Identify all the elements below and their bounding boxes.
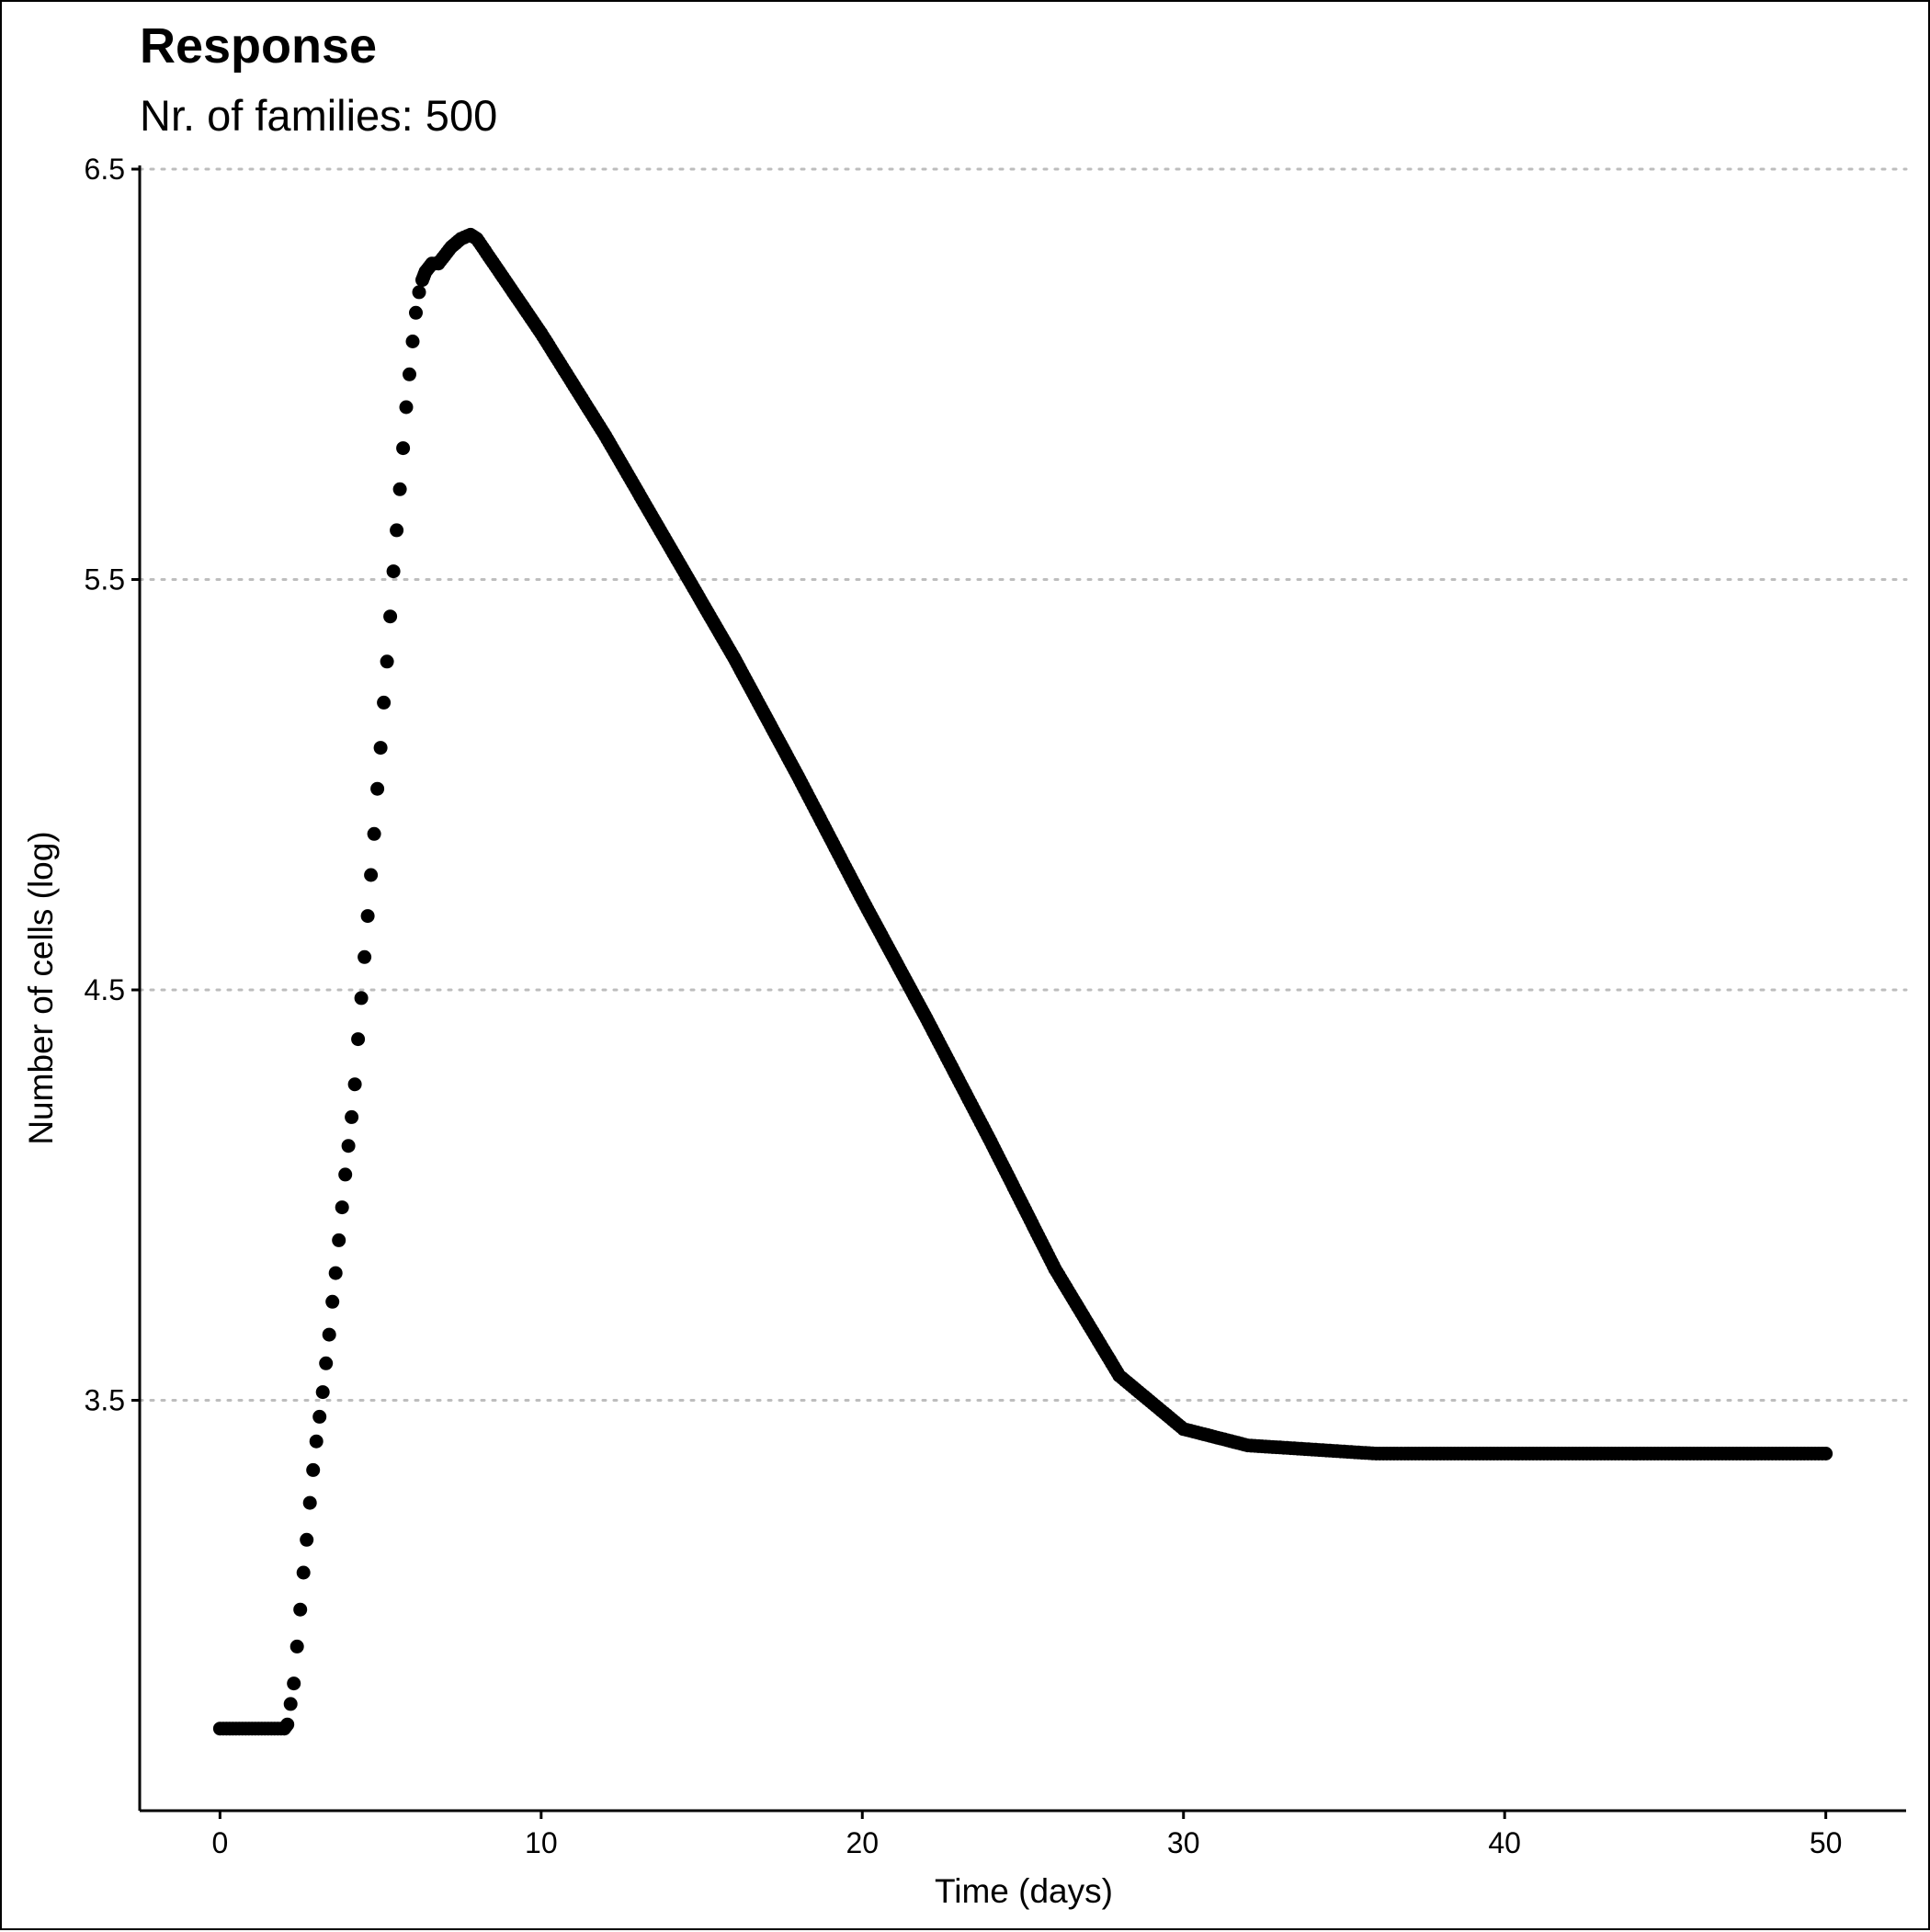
y-tick-label: 6.5 — [85, 153, 125, 186]
data-point — [383, 609, 398, 624]
data-point — [290, 1639, 304, 1654]
data-point — [351, 1032, 366, 1047]
data-point — [325, 1294, 340, 1309]
gridlines — [138, 167, 1908, 1402]
data-point — [392, 482, 407, 496]
x-axis-title: Time (days) — [935, 1872, 1113, 1910]
data-points — [212, 227, 1834, 1736]
data-point — [338, 1167, 353, 1182]
data-point — [396, 441, 411, 456]
data-point — [360, 909, 375, 924]
data-point — [345, 1109, 359, 1124]
data-point — [1819, 1447, 1834, 1460]
data-point — [405, 335, 420, 348]
data-point — [399, 400, 414, 415]
x-tick-label: 30 — [1167, 1826, 1200, 1859]
x-tick-label: 0 — [211, 1826, 228, 1859]
data-point — [390, 523, 404, 538]
data-point — [358, 949, 372, 964]
y-tick-label: 5.5 — [85, 563, 125, 597]
data-point — [302, 1495, 317, 1510]
data-point — [296, 1565, 311, 1580]
data-point — [347, 1077, 362, 1092]
x-tick-label: 10 — [525, 1826, 558, 1859]
data-point — [354, 991, 369, 1006]
data-point — [280, 1717, 295, 1732]
data-point — [412, 285, 426, 300]
data-point — [300, 1532, 314, 1547]
x-tick-label: 40 — [1488, 1826, 1521, 1859]
data-point — [377, 695, 392, 710]
data-point — [364, 868, 379, 882]
data-point — [335, 1200, 349, 1215]
y-tick-label: 4.5 — [85, 973, 125, 1006]
data-point — [309, 1434, 324, 1449]
data-point — [380, 654, 394, 669]
data-point — [315, 1385, 330, 1400]
x-tick-label: 20 — [846, 1826, 879, 1859]
chart-title: Response — [140, 18, 377, 74]
data-point — [409, 305, 423, 320]
data-point — [367, 826, 381, 841]
data-point — [322, 1327, 336, 1342]
y-axis-title: Number of cells (log) — [22, 831, 60, 1144]
data-point — [386, 564, 401, 579]
x-tick-label: 50 — [1810, 1826, 1843, 1859]
y-tick-label: 3.5 — [85, 1384, 125, 1417]
data-point — [328, 1266, 343, 1280]
chart-subtitle: Nr. of families: 500 — [140, 91, 497, 140]
data-point — [293, 1602, 308, 1617]
axes: 3.5 4.5 5.5 6.5 0 10 20 30 40 50 — [85, 153, 1906, 1859]
data-point — [306, 1462, 321, 1477]
data-point — [312, 1409, 327, 1424]
data-point — [287, 1676, 301, 1691]
data-point — [283, 1697, 298, 1711]
data-point — [370, 781, 385, 796]
data-point — [319, 1356, 334, 1370]
data-point — [332, 1233, 346, 1247]
data-point — [341, 1139, 356, 1154]
data-point — [373, 741, 388, 756]
data-point — [403, 367, 416, 381]
